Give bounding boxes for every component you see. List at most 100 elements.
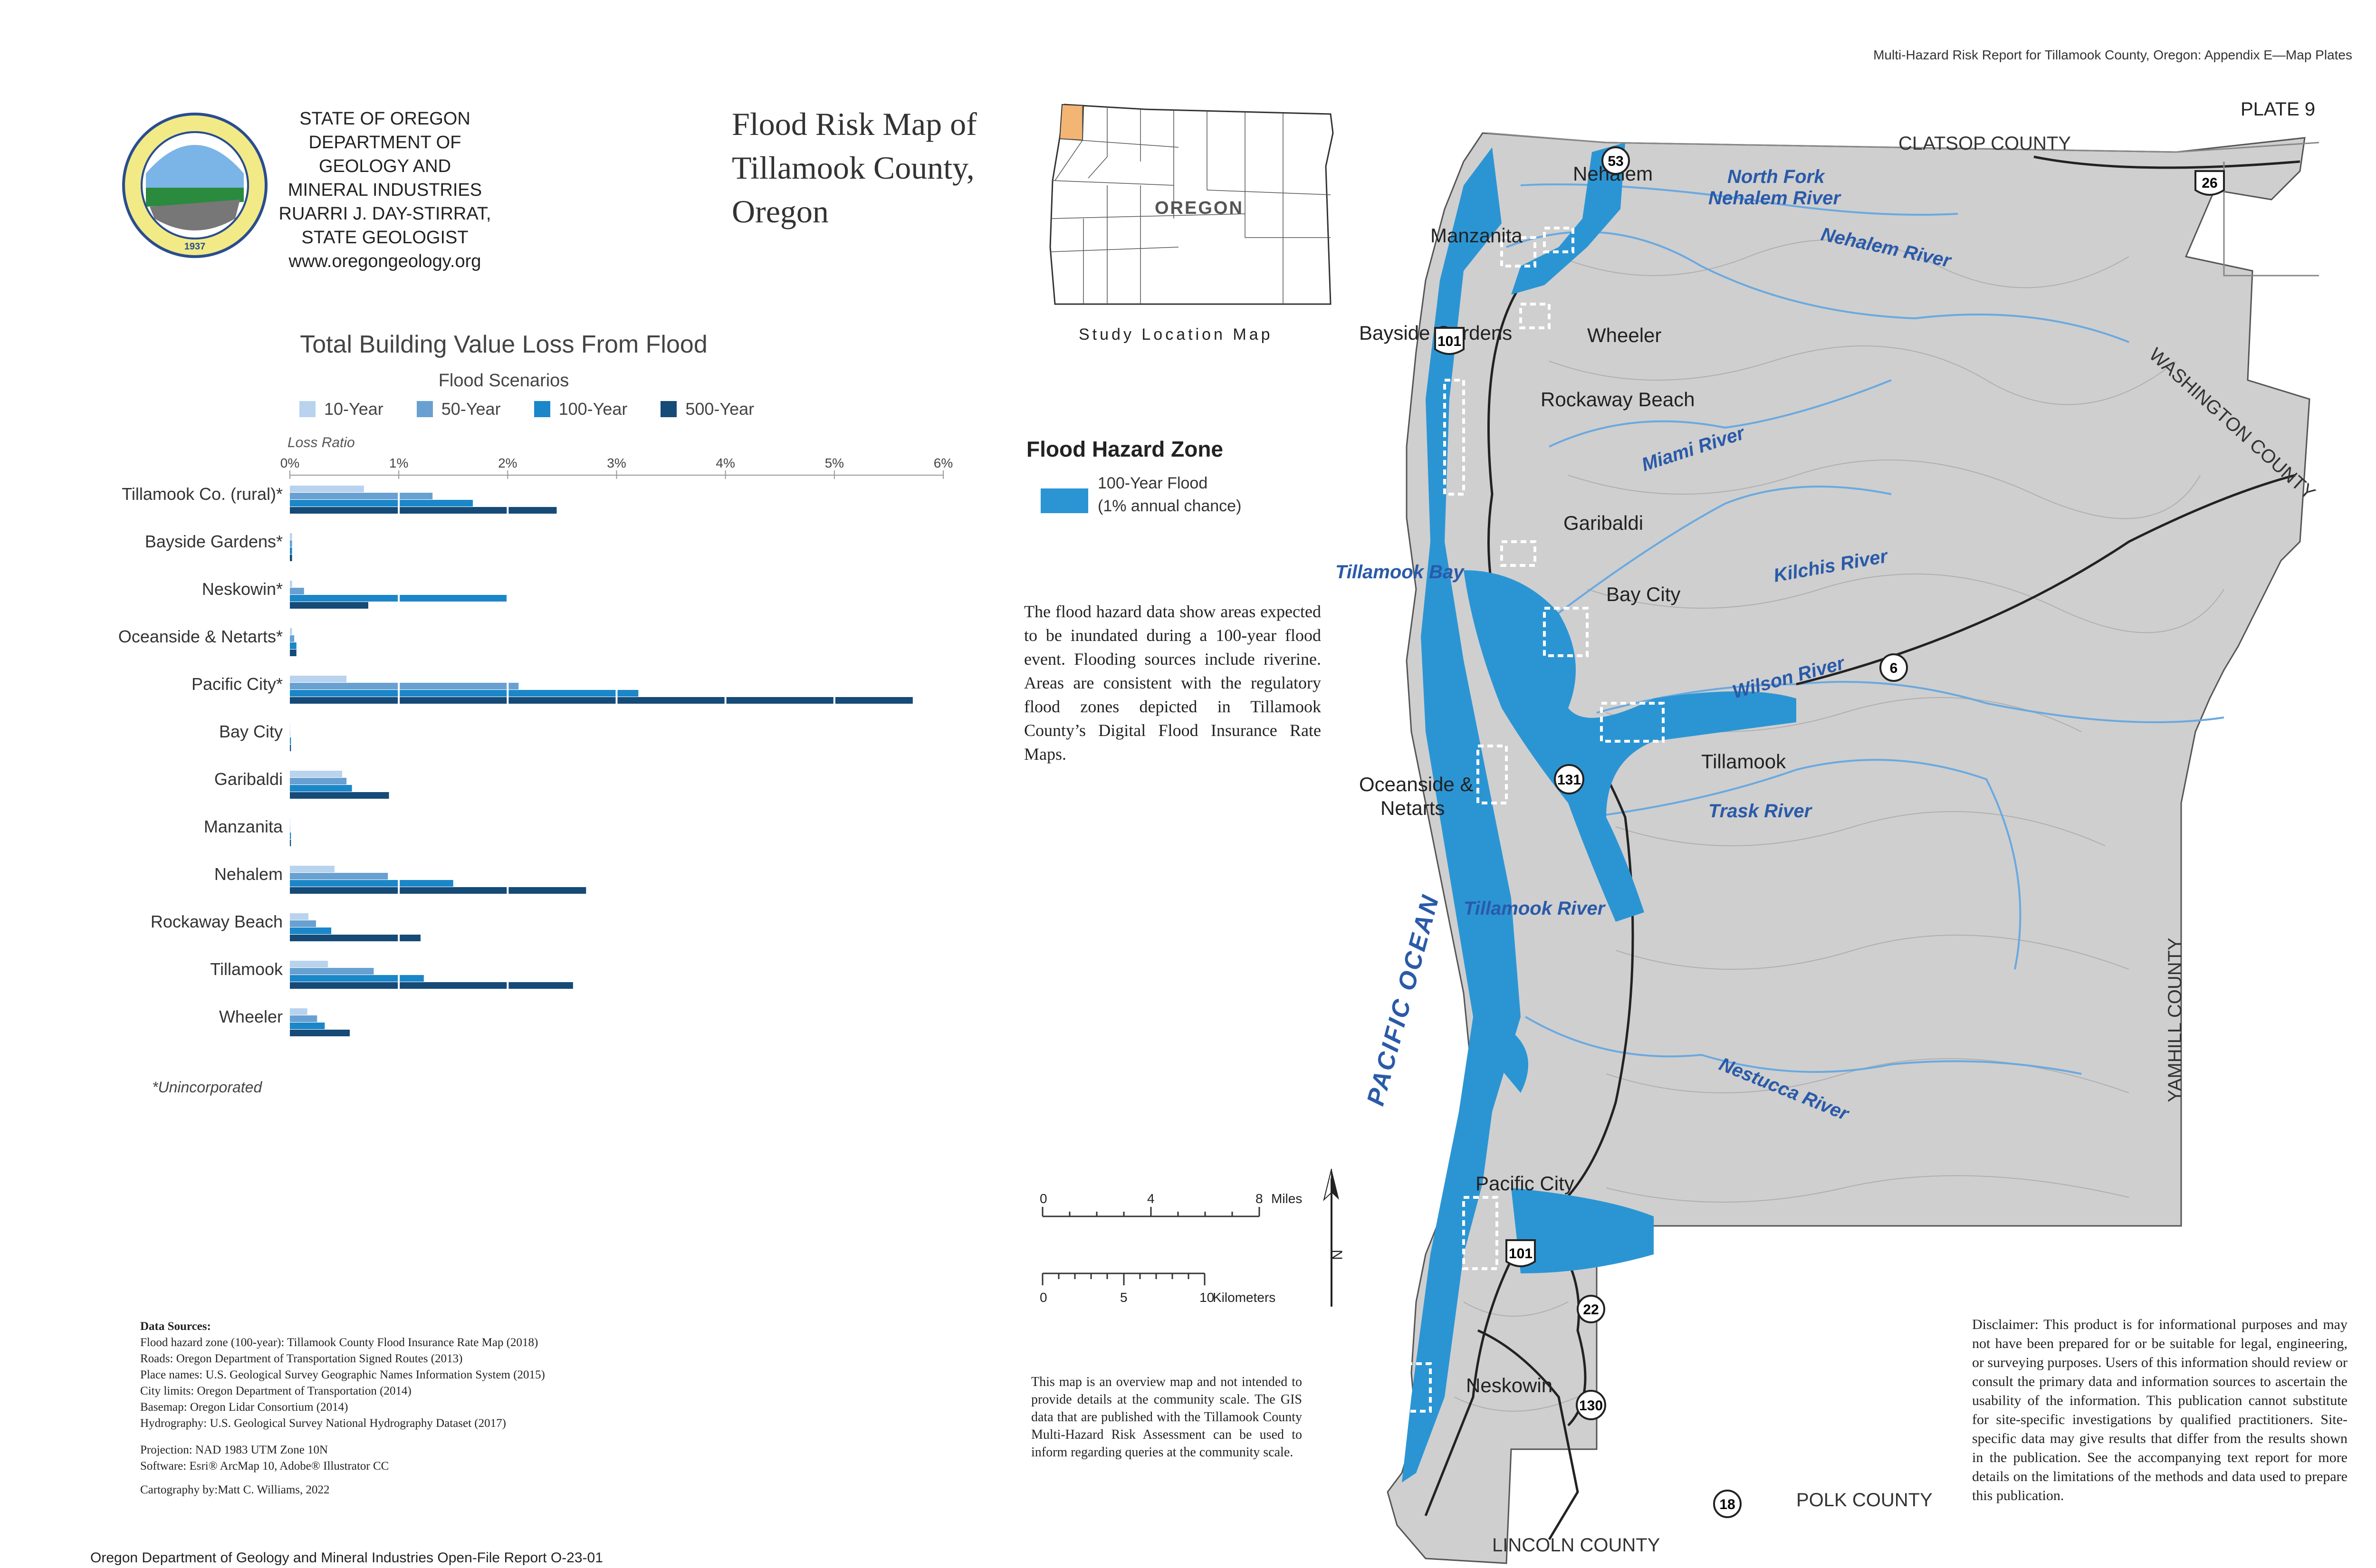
- legend-label: 50-Year: [441, 399, 501, 419]
- bar-50-year: [290, 920, 316, 927]
- terrain-relief: [1454, 239, 2224, 1412]
- bar-50-year: [290, 1015, 317, 1022]
- legend-label: 500-Year: [685, 399, 755, 419]
- bar-500-year: [290, 555, 292, 561]
- bar-500-year: [290, 935, 421, 941]
- place-pacific-city: Pacific City: [1475, 1172, 1574, 1195]
- projection: Projection: NAD 1983 UTM Zone 10N: [140, 1444, 328, 1456]
- route-number: 101: [1509, 1246, 1533, 1262]
- category-label: Pacific City*: [192, 674, 283, 694]
- bar-500-year: [290, 745, 291, 751]
- flood-zone-legend-title: Flood Hazard Zone: [1026, 437, 1223, 461]
- bar-500-year: [290, 792, 389, 799]
- bar-10-year: [290, 771, 342, 777]
- scale-tick-label: 8: [1255, 1191, 1263, 1206]
- bar-10-year: [290, 1008, 307, 1015]
- bar-10-year: [290, 486, 364, 492]
- category-label: Oceanside & Netarts*: [118, 627, 283, 646]
- route-number: 26: [2202, 175, 2217, 191]
- x-tick-label: 1%: [389, 456, 408, 470]
- loss-ratio-bar-chart: 0% 1% 2% 3% 4% 5% 6% Tillamook Co. (rural)* Bays…: [118, 456, 953, 1056]
- bar-50-year: [290, 540, 292, 547]
- route-number: 22: [1583, 1302, 1599, 1318]
- report-title: Multi-Hazard Risk Report for Tillamook C…: [1873, 48, 2352, 62]
- scale-unit-miles: Miles: [1271, 1191, 1302, 1206]
- flood-description: The flood hazard data show areas expecte…: [1024, 602, 1321, 764]
- x-tick-label: 6%: [934, 456, 953, 470]
- agency-line-2: DEPARTMENT OF GEOLOGY AND: [308, 133, 461, 176]
- disclaimer: Disclaimer: This product is for informat…: [1972, 1317, 2347, 1503]
- bar-10-year: [290, 676, 347, 682]
- city-limits: [1405, 227, 1665, 1413]
- bar-500-year: [290, 887, 586, 894]
- bar-100-year: [290, 1023, 325, 1029]
- map-title-line-1: Flood Risk Map of: [732, 106, 977, 142]
- route-number: 6: [1890, 660, 1898, 676]
- category-label: Bayside Gardens*: [145, 532, 283, 551]
- bar-500-year: [290, 1030, 350, 1036]
- agency-line-1: STATE OF OREGON: [299, 109, 470, 129]
- bar-10-year: [290, 628, 292, 635]
- route-shield-us101-north: 101: [1434, 327, 1465, 355]
- bar-50-year: [290, 493, 433, 499]
- route-number: 18: [1719, 1497, 1735, 1512]
- place-wheeler: Wheeler: [1587, 324, 1661, 346]
- overview-note: This map is an overview map and not inte…: [1031, 1375, 1302, 1460]
- water-label-north-fork-nehalem: Nehalem River: [1708, 188, 1841, 209]
- route-number: 131: [1557, 772, 1581, 788]
- study-location-map: OREGON: [1049, 104, 1334, 305]
- flood-zone-label-line-2: (1% annual chance): [1098, 497, 1242, 515]
- x-tick-label: 3%: [607, 456, 626, 470]
- scale-tick-label: 0: [1040, 1290, 1047, 1305]
- cartography-credit: Cartography by:Matt C. Williams, 2022: [140, 1483, 330, 1496]
- place-garibaldi: Garibaldi: [1563, 512, 1643, 534]
- bar-10-year: [290, 533, 292, 540]
- route-shield-us26: 26: [2194, 170, 2225, 196]
- legend-swatch: [534, 401, 550, 417]
- route-number: 130: [1579, 1398, 1603, 1414]
- chart-legend: 10-Year 50-Year 100-Year 500-Year: [299, 399, 754, 419]
- bar-50-year: [290, 683, 519, 689]
- place-oceanside: Oceanside &: [1359, 773, 1473, 795]
- county-land: [1387, 132, 2310, 1564]
- water-label-tillamook-river: Tillamook River: [1464, 898, 1606, 919]
- place-tillamook: Tillamook: [1701, 750, 1786, 773]
- data-sources: Data Sources: Flood hazard zone (100-yea…: [140, 1319, 710, 1498]
- bar-50-year: [290, 778, 347, 784]
- county-label-polk: POLK COUNTY: [1796, 1490, 1933, 1511]
- bar-500-year: [290, 507, 557, 514]
- bar-500-year: [290, 982, 573, 989]
- tillamook-county-highlight: [1059, 104, 1084, 141]
- legend-swatch: [416, 401, 433, 417]
- scale-tick-label: 0: [1040, 1191, 1047, 1206]
- bar-500-year: [290, 697, 913, 704]
- category-label: Neskowin*: [202, 579, 283, 599]
- scale-tick-label: 10: [1199, 1290, 1214, 1305]
- category-label: Tillamook: [210, 959, 283, 979]
- data-sources-heading: Data Sources:: [140, 1320, 211, 1333]
- category-label: Bay City: [219, 722, 283, 741]
- bar-100-year: [290, 880, 453, 887]
- legend-label: 100-Year: [558, 399, 628, 419]
- legend-label: 10-Year: [324, 399, 383, 419]
- agency-website[interactable]: www.oregongeology.org: [288, 251, 481, 271]
- oregon-label: OREGON: [1155, 198, 1244, 218]
- route-shield-131: 131: [1554, 764, 1584, 794]
- data-source-item: Roads: Oregon Department of Transportati…: [140, 1352, 463, 1365]
- bar-100-year: [290, 975, 424, 982]
- bar-100-year: [290, 500, 473, 507]
- route-number: 53: [1608, 153, 1623, 169]
- route-shield-18: 18: [1713, 1490, 1742, 1518]
- bar-10-year: [290, 913, 308, 920]
- category-label: Garibaldi: [214, 769, 283, 789]
- x-tick-label: 0%: [280, 456, 299, 470]
- bar-100-year: [290, 737, 291, 744]
- data-source-item: Place names: U.S. Geological Survey Geog…: [140, 1368, 545, 1381]
- legend-item-50-year: 50-Year: [416, 399, 501, 419]
- place-rockaway-beach: Rockaway Beach: [1541, 388, 1695, 411]
- agency-line-3: MINERAL INDUSTRIES: [287, 180, 482, 200]
- x-axis-label: Loss Ratio: [287, 435, 355, 450]
- category-label: Nehalem: [214, 864, 283, 884]
- agency-line-4: RUARRI J. DAY-STIRRAT, STATE GEOLOGIST: [278, 204, 491, 248]
- seal-year: 1937: [184, 241, 206, 252]
